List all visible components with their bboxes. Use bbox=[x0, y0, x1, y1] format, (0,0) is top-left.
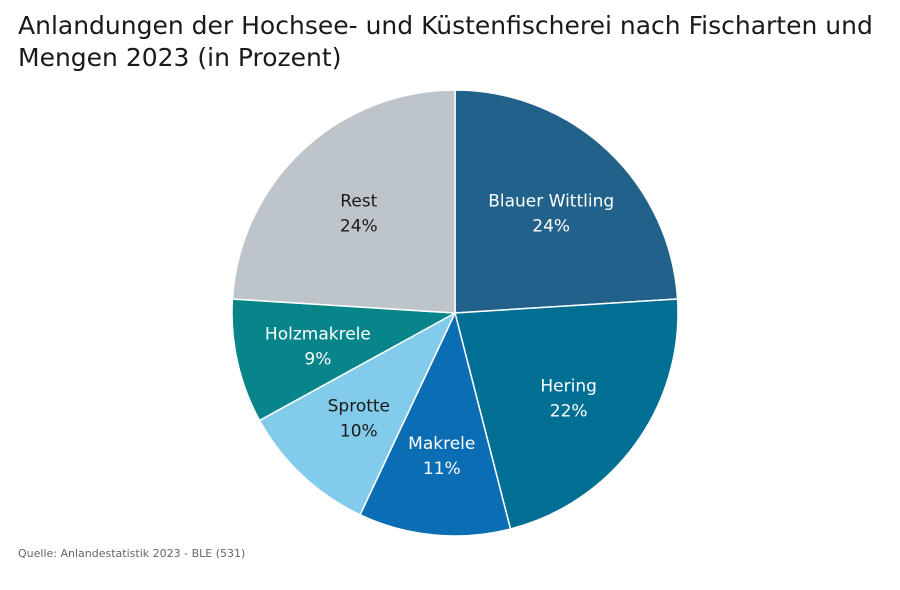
pie-slice-rest bbox=[231, 89, 456, 314]
slice-label-value: 10% bbox=[340, 421, 378, 441]
pie-slice-hering bbox=[454, 298, 679, 530]
pie-slice-sprotte bbox=[258, 311, 457, 516]
slice-label-value: 24% bbox=[532, 217, 570, 237]
slice-label-value: 22% bbox=[550, 402, 588, 422]
slice-label-name: Blauer Wittling bbox=[488, 192, 614, 212]
chart-title: Anlandungen der Hochsee- und Küstenfisch… bbox=[18, 11, 873, 72]
pie-slice-blauer-wittling bbox=[454, 89, 679, 314]
slice-label-name: Makrele bbox=[408, 434, 475, 454]
source-note: Quelle: Anlandestatistik 2023 - BLE (531… bbox=[18, 547, 246, 560]
pie-slice-makrele bbox=[359, 310, 512, 537]
pie-slice-holzmakrele bbox=[231, 298, 458, 422]
slice-label-value: 11% bbox=[423, 459, 461, 479]
slice-label-name: Sprotte bbox=[328, 396, 390, 416]
slice-label-name: Rest bbox=[340, 192, 377, 212]
slice-label-name: Hering bbox=[540, 377, 597, 397]
slice-label-value: 9% bbox=[304, 350, 331, 370]
slice-label-name: Holzmakrele bbox=[265, 325, 371, 345]
slice-label-value: 24% bbox=[340, 217, 378, 237]
